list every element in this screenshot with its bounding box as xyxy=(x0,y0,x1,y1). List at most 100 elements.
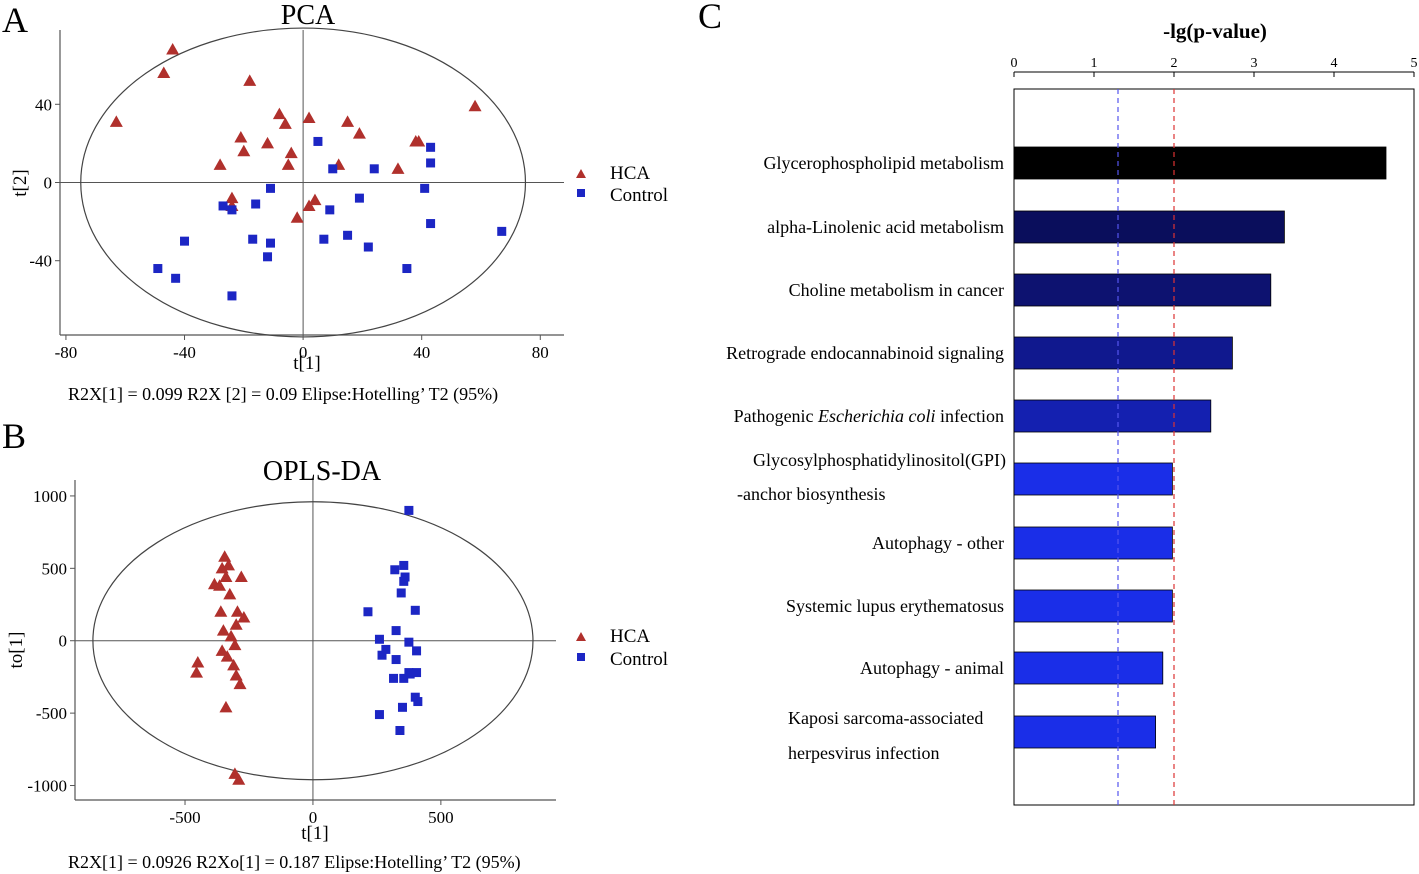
opls-point-hca xyxy=(191,655,205,668)
pathway-bar xyxy=(1013,651,1164,685)
pathway-reference-lines xyxy=(1117,89,1175,805)
pca-ytick-label: 40 xyxy=(35,95,52,114)
pathway-label-line2: herpesvirus infection xyxy=(788,743,939,763)
pathway-label-line1: Glycosylphosphatidylinositol(GPI) xyxy=(753,450,1006,471)
opls-point-hca xyxy=(230,605,244,617)
opls-ytick-label: 500 xyxy=(42,559,68,578)
pathway-bar xyxy=(1013,146,1387,180)
pathway-bars xyxy=(1013,146,1387,749)
pathway-plot-frame xyxy=(1013,88,1415,806)
pca-point-hca xyxy=(261,136,275,149)
pca-point-hca xyxy=(468,99,482,112)
opls-point-hca xyxy=(215,644,229,656)
pathway-bar xyxy=(1013,210,1285,244)
panel-letter-b: B xyxy=(2,416,26,456)
pca-point-hca xyxy=(272,107,286,120)
oplsda-plot: OPLS-DA -500 0 500 1000 500 0 -500 -1000 t[1] t… xyxy=(6,456,668,873)
oplsda-title: OPLS-DA xyxy=(263,456,382,487)
opls-point-hca xyxy=(227,658,241,671)
oplsda-legend-hca-label: HCA xyxy=(610,626,650,647)
pathway-xtick-label: 4 xyxy=(1331,56,1338,71)
pca-ytick-label: 0 xyxy=(44,174,53,193)
opls-point-hca xyxy=(233,677,247,690)
pathway-label: Pathogenic Escherichia coli infection xyxy=(734,406,1004,426)
pathway-bar xyxy=(1013,462,1173,496)
pca-point-hca xyxy=(341,115,355,127)
pathway-label: Autophagy - animal xyxy=(860,658,1004,678)
pca-point-hca xyxy=(234,131,248,143)
pathway-label: alpha-Linolenic acid metabolism xyxy=(767,217,1004,237)
opls-point-control xyxy=(412,646,422,656)
pca-xtick-label: 0 xyxy=(299,343,308,362)
pathway-xtick-label: 0 xyxy=(1011,56,1018,71)
oplsda-legend-hca-marker xyxy=(576,632,586,641)
pca-legend-control-label: Control xyxy=(610,185,668,206)
opls-xtick-label: 500 xyxy=(428,808,454,827)
opls-point-control xyxy=(404,637,414,647)
pca-point-control xyxy=(363,242,373,252)
pca-point-control xyxy=(153,264,163,274)
pathway-xtick-label: 3 xyxy=(1251,56,1258,71)
opls-point-hca xyxy=(224,629,238,642)
opls-point-control xyxy=(399,673,409,683)
pca-point-control xyxy=(313,136,323,146)
pca-point-control xyxy=(420,183,430,193)
pca-point-control xyxy=(426,142,436,152)
opls-point-hca xyxy=(232,773,246,785)
pca-point-hca xyxy=(243,74,257,86)
pca-point-control xyxy=(354,193,364,203)
oplsda-points xyxy=(190,505,423,785)
pca-point-hca xyxy=(284,146,298,159)
opls-point-control xyxy=(374,634,384,644)
pca-point-hca xyxy=(213,158,227,170)
oplsda-footnote: R2X[1] = 0.0926 R2Xo[1] = 0.187 Elipse:H… xyxy=(68,852,521,873)
opls-point-control xyxy=(405,669,415,679)
pca-points xyxy=(109,43,507,301)
opls-point-hca xyxy=(229,618,243,630)
opls-point-hca xyxy=(229,668,243,681)
pca-point-control xyxy=(369,164,379,174)
pca-plot: PCA -80 -40 0 40 80 40 0 -40 t[1] t[2] HCA Cont… xyxy=(10,0,668,405)
pca-point-control xyxy=(227,291,237,301)
pathway-xtick-label: 5 xyxy=(1411,56,1418,71)
pathway-bar xyxy=(1013,526,1173,560)
pca-xtick-label: -80 xyxy=(55,343,78,362)
pca-title: PCA xyxy=(281,0,336,31)
opls-point-control xyxy=(389,673,399,683)
opls-point-control xyxy=(374,710,384,720)
pca-point-hca xyxy=(225,191,239,204)
pca-point-control xyxy=(171,273,181,283)
pca-footnote: R2X[1] = 0.099 R2X [2] = 0.09 Elipse:Hot… xyxy=(68,384,498,405)
pca-legend: HCA Control xyxy=(576,163,668,206)
pca-point-control xyxy=(180,236,190,246)
pca-point-hca xyxy=(302,111,316,123)
pathway-bar xyxy=(1013,589,1173,623)
opls-point-hca xyxy=(216,624,230,636)
pca-point-control xyxy=(319,234,329,244)
opls-point-control xyxy=(399,560,409,570)
opls-point-hca xyxy=(215,561,229,574)
pca-xtick-label: 40 xyxy=(413,343,430,362)
opls-point-control xyxy=(397,702,407,712)
pca-point-hca xyxy=(157,66,171,79)
opls-point-hca xyxy=(219,700,233,713)
opls-point-hca xyxy=(218,550,232,562)
pathway-label: Glycerophospholipid metabolism xyxy=(764,153,1004,173)
opls-point-control xyxy=(391,655,401,665)
opls-point-hca xyxy=(214,605,228,617)
pca-axes xyxy=(59,30,564,336)
pca-point-control xyxy=(263,252,273,262)
pathway-label-part: infection xyxy=(936,406,1004,426)
pathway-label: Retrograde endocannabinoid signaling xyxy=(726,343,1004,363)
pathway-bar xyxy=(1013,715,1157,749)
pca-point-control xyxy=(227,205,237,215)
pathway-xtick-label: 1 xyxy=(1091,56,1098,71)
pathway-label: Autophagy - other xyxy=(872,533,1004,553)
pathway-label-line2: -anchor biosynthesis xyxy=(737,484,885,504)
pathway-bar xyxy=(1013,336,1233,370)
pathway-label-italic: Escherichia coli xyxy=(817,406,935,426)
pca-point-hca xyxy=(109,115,123,127)
opls-point-hca xyxy=(213,579,227,591)
pca-legend-hca-label: HCA xyxy=(610,163,650,184)
